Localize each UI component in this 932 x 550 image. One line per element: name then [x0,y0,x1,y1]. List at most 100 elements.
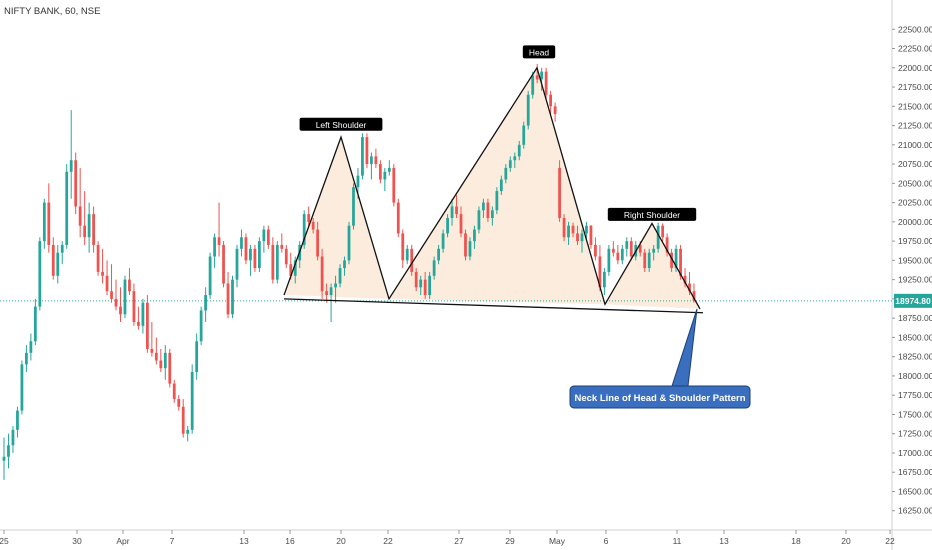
candle-body[interactable] [423,279,427,296]
candle-body[interactable] [535,75,539,80]
candle-body[interactable] [553,106,557,114]
candle-body[interactable] [258,241,261,269]
candle-body[interactable] [69,160,73,172]
candle-body[interactable] [674,248,678,269]
candle-body[interactable] [571,225,575,234]
candle-body[interactable] [620,248,624,261]
candle-body[interactable] [74,160,78,207]
candle-body[interactable] [38,241,42,307]
candle-body[interactable] [576,233,579,242]
candle-body[interactable] [526,94,530,126]
candle-body[interactable] [249,248,252,261]
candle-body[interactable] [266,229,270,245]
candle-body[interactable] [275,244,279,280]
candle-body[interactable] [603,271,606,288]
candle-body[interactable] [217,237,221,245]
candle-body[interactable] [132,291,136,322]
candle-body[interactable] [611,248,615,253]
candle-body[interactable] [598,256,602,288]
candle-body[interactable] [47,202,51,245]
candle-body[interactable] [607,248,611,272]
candle-body[interactable] [307,214,311,222]
candle-body[interactable] [96,244,100,272]
candle-body[interactable] [2,456,6,461]
candle-body[interactable] [168,352,172,384]
candle-body[interactable] [419,279,423,288]
candle-body[interactable] [558,167,561,218]
candle-body[interactable] [16,410,19,430]
candle-body[interactable] [562,218,566,238]
candle-body[interactable] [531,75,535,95]
candle-body[interactable] [428,275,432,296]
candle-body[interactable] [383,171,387,180]
candle-body[interactable] [114,298,118,307]
candle-body[interactable] [370,156,373,165]
candle-body[interactable] [567,225,570,238]
candle-body[interactable] [177,399,181,407]
candle-body[interactable] [679,248,682,276]
candle-body[interactable] [387,167,391,172]
candle-body[interactable] [508,160,512,168]
candle-body[interactable] [208,256,212,296]
candle-body[interactable] [432,260,436,276]
candle-body[interactable] [374,156,378,165]
candle-body[interactable] [334,283,337,288]
candle-body[interactable] [110,291,113,299]
candle-body[interactable] [540,71,544,80]
candle-body[interactable] [482,202,485,211]
candle-body[interactable] [522,125,526,145]
candle-body[interactable] [625,241,629,249]
candle-body[interactable] [244,237,248,261]
candle-body[interactable] [253,248,257,269]
candle-body[interactable] [392,167,396,203]
candle-body[interactable] [661,225,665,238]
candle-body[interactable] [33,306,37,342]
candle-body[interactable] [585,225,588,234]
candle-body[interactable] [293,260,297,276]
candle-body[interactable] [213,237,216,257]
candle-body[interactable] [195,341,199,373]
candle-body[interactable] [656,225,660,249]
candle-body[interactable] [477,210,481,230]
candle-body[interactable] [414,271,418,288]
candle-body[interactable] [437,248,440,261]
candle-body[interactable] [137,322,140,326]
candle-body[interactable] [580,233,584,242]
candle-body[interactable] [361,137,364,176]
candle-body[interactable] [311,221,315,230]
candle-body[interactable] [105,275,109,292]
candle-body[interactable] [549,94,553,107]
candle-body[interactable] [616,252,620,261]
candle-body[interactable] [455,206,458,215]
candle-body[interactable] [352,187,355,226]
candle-body[interactable] [235,248,239,280]
candle-body[interactable] [141,302,145,326]
candle-body[interactable] [87,214,91,238]
candle-body[interactable] [652,248,656,253]
candle-body[interactable] [65,171,69,245]
candle-body[interactable] [378,164,382,180]
candle-body[interactable] [78,206,82,226]
candle-body[interactable] [159,360,163,369]
candle-body[interactable] [51,244,55,276]
candle-body[interactable] [123,279,127,315]
candle-body[interactable] [643,252,647,269]
candle-body[interactable] [231,279,234,315]
candle-body[interactable] [347,225,351,261]
candle-body[interactable] [401,233,405,261]
candle-body[interactable] [204,295,208,311]
candle-body[interactable] [670,252,673,269]
candle-body[interactable] [92,214,95,245]
candle-body[interactable] [325,291,328,296]
candle-body[interactable] [517,144,521,157]
candle-body[interactable] [56,252,60,276]
candle-body[interactable] [688,283,691,292]
candle-body[interactable] [665,237,669,253]
candle-body[interactable] [338,268,342,284]
candle-body[interactable] [490,210,494,218]
candle-body[interactable] [284,248,288,265]
candle-body[interactable] [222,244,225,284]
candle-body[interactable] [513,156,517,161]
candle-body[interactable] [365,137,369,165]
